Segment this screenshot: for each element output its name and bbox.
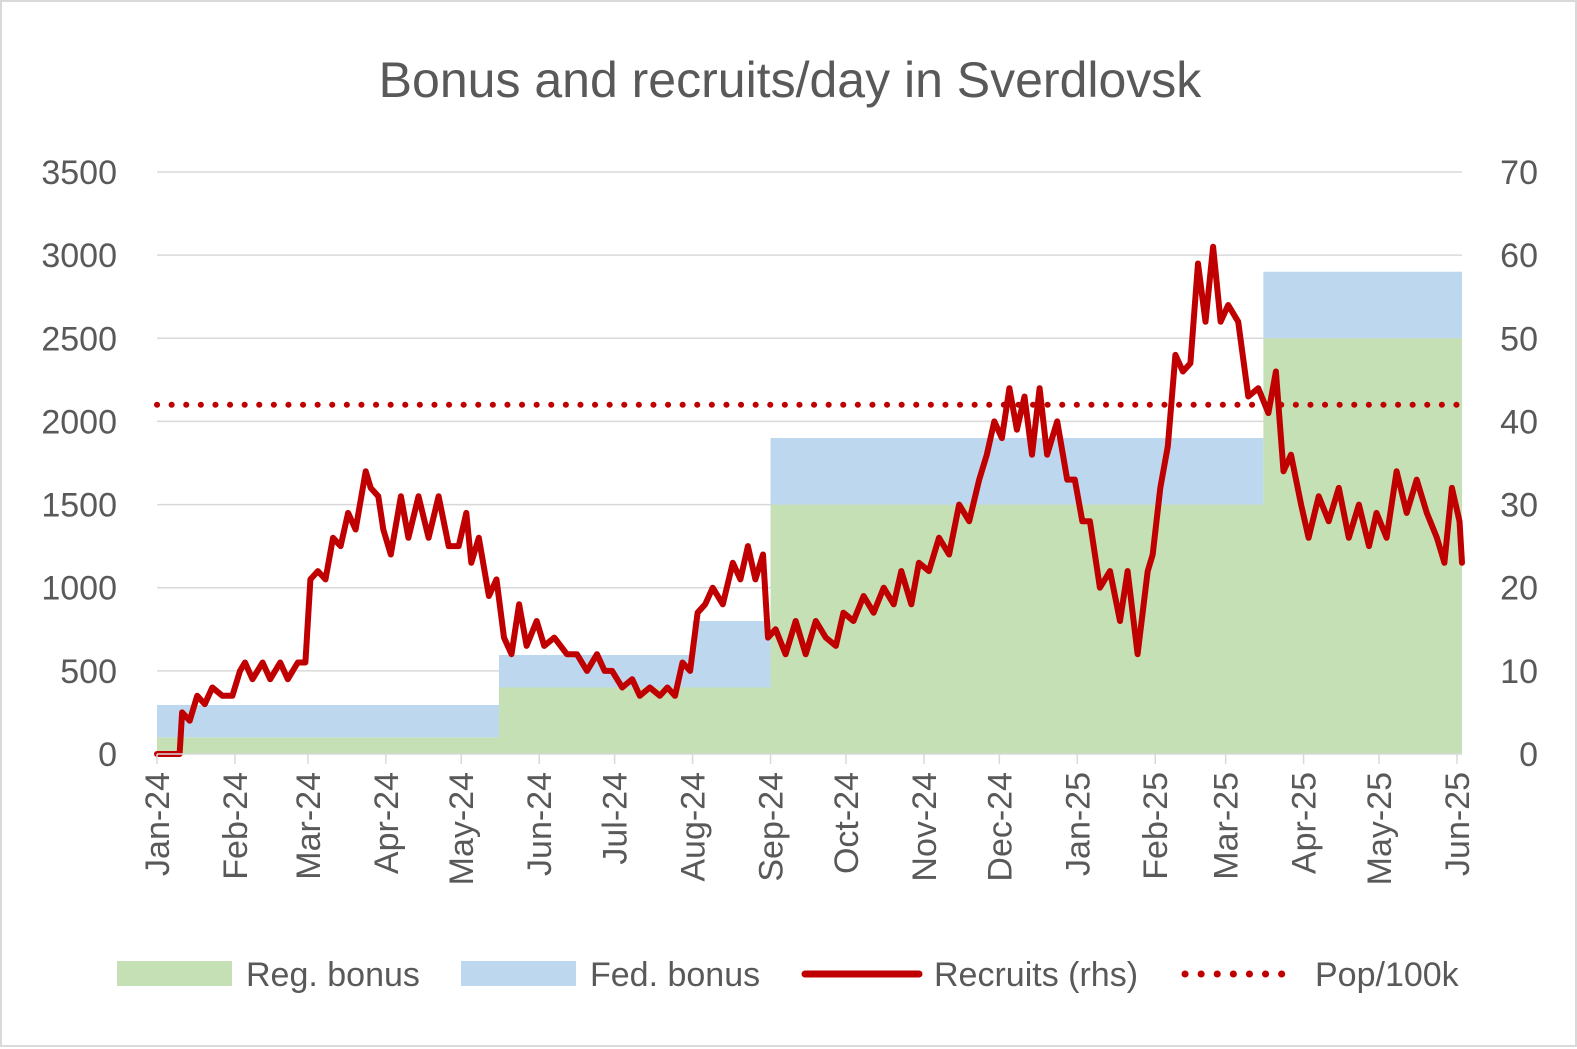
x-tick-label: Sep-24 <box>753 772 791 882</box>
x-tick-label: Jul-24 <box>597 772 635 865</box>
x-tick-label: Jun-25 <box>1439 772 1477 876</box>
bonus-areas <box>157 271 1462 754</box>
y-right-tick-label: 20 <box>1500 570 1538 608</box>
x-tick-label: Mar-24 <box>290 772 328 880</box>
y-left-tick-label: 0 <box>98 736 117 774</box>
y-right-tick-label: 40 <box>1500 403 1538 441</box>
x-tick-label: May-24 <box>443 772 481 885</box>
legend-swatch-fed-bonus <box>461 961 576 986</box>
legend-label-recruits: Recruits (rhs) <box>934 956 1138 994</box>
x-tick-label: Nov-24 <box>906 772 944 882</box>
x-tick-label: Feb-24 <box>217 772 255 880</box>
x-tick-label: Mar-25 <box>1208 772 1246 880</box>
x-tick-label: Dec-24 <box>981 772 1019 882</box>
legend-label-reg-bonus: Reg. bonus <box>246 956 420 994</box>
legend: Reg. bonus Fed. bonus Recruits (rhs) Pop/10… <box>117 956 1460 994</box>
y-right-tick-label: 30 <box>1500 487 1538 525</box>
legend-swatch-reg-bonus <box>117 961 232 986</box>
x-tick-label: Apr-25 <box>1286 772 1324 874</box>
x-tick-label: Apr-24 <box>368 772 406 874</box>
y-left-tick-label: 1000 <box>41 570 117 608</box>
y-left-tick-label: 3500 <box>41 154 117 192</box>
y-left-tick-label: 500 <box>60 653 117 691</box>
x-tick-label: May-25 <box>1361 772 1399 885</box>
axes: Jan-24 Feb-24 Mar-24 Apr-24 May-24 Jun-24 Jul-… <box>41 154 1538 885</box>
y-left-tick-label: 2000 <box>41 403 117 441</box>
x-tick-label: Feb-25 <box>1137 772 1175 880</box>
recruits-line <box>154 243 1465 757</box>
x-tick-label: Jun-24 <box>521 772 559 876</box>
y-right-tick-label: 0 <box>1519 736 1538 774</box>
legend-label-fed-bonus: Fed. bonus <box>590 956 760 994</box>
y-right-tick-label: 10 <box>1500 653 1538 691</box>
x-tick-label: Aug-24 <box>675 772 713 882</box>
chart-title: Bonus and recruits/day in Sverdlovsk <box>379 52 1203 108</box>
x-tick-label: Jan-24 <box>139 772 177 876</box>
y-right-tick-label: 50 <box>1500 320 1538 358</box>
y-right-tick-label: 70 <box>1500 154 1538 192</box>
fed-bonus-area <box>157 271 1462 738</box>
y-left-tick-label: 2500 <box>41 320 117 358</box>
legend-label-pop: Pop/100k <box>1315 956 1460 994</box>
x-tick-label: Oct-24 <box>828 772 866 874</box>
x-tick-label: Jan-25 <box>1059 772 1097 876</box>
y-right-tick-label: 60 <box>1500 237 1538 275</box>
y-left-tick-label: 1500 <box>41 487 117 525</box>
series-lines <box>154 243 1465 757</box>
y-left-tick-label: 3000 <box>41 237 117 275</box>
